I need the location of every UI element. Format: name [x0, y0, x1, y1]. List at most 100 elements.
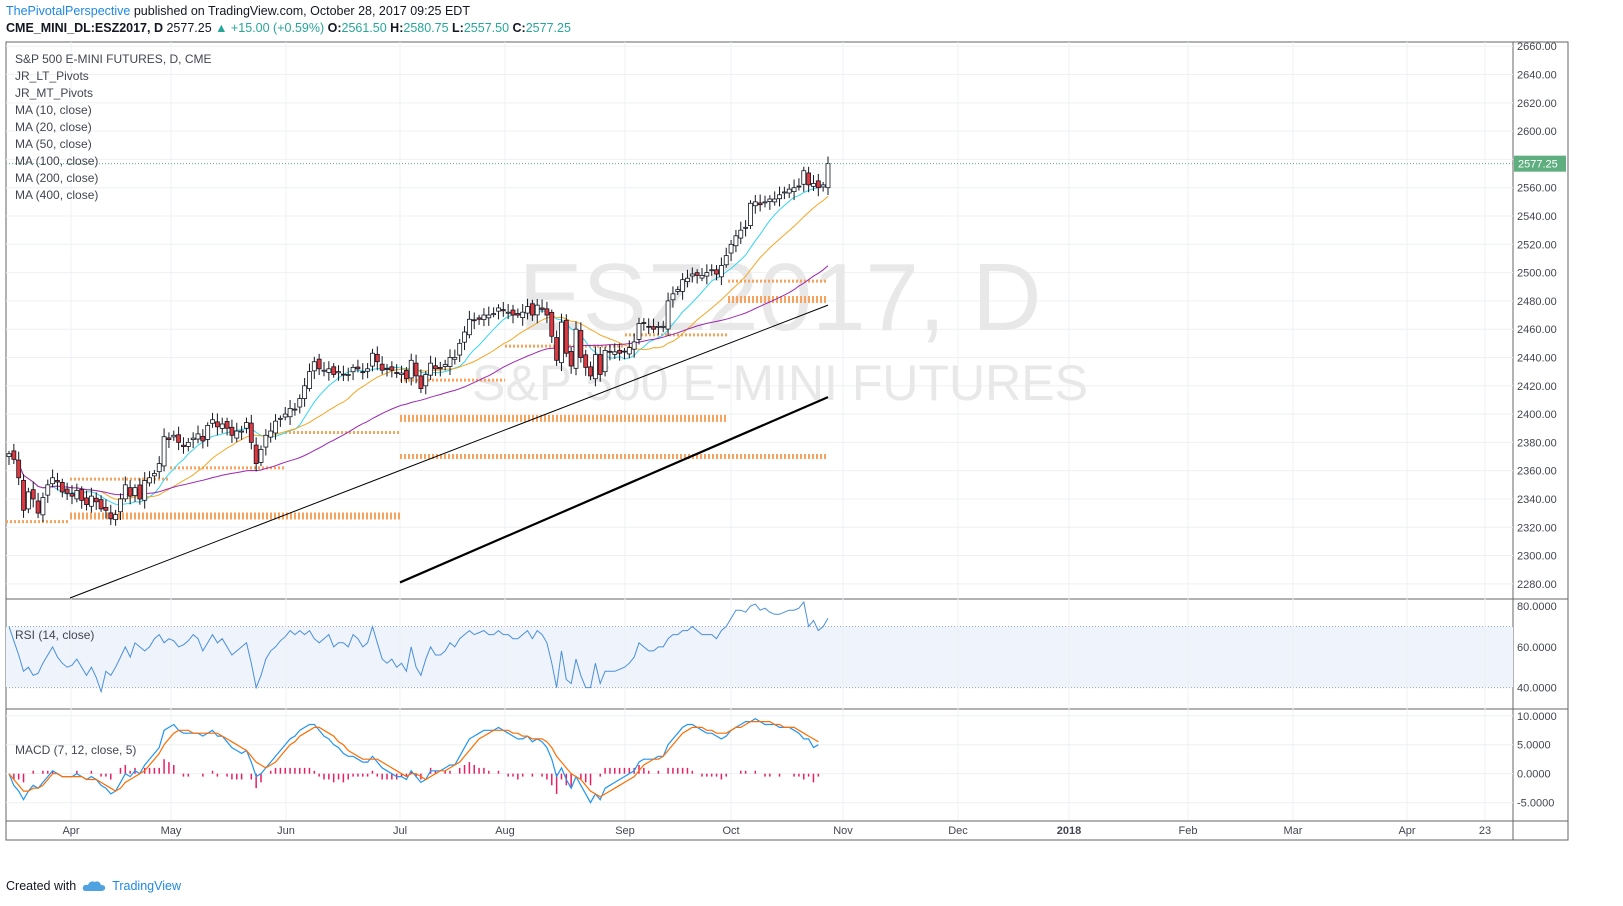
candle	[447, 357, 453, 367]
symbol-label: CME_MINI_DL:ESZ2017, D	[6, 21, 163, 35]
candle	[781, 191, 787, 194]
candle	[622, 350, 627, 353]
price-tick-label: 2400.00	[1517, 409, 1557, 421]
legend-item-ma20[interactable]: MA (20, close)	[15, 120, 92, 134]
candle	[239, 430, 245, 433]
candle	[321, 369, 327, 372]
candle	[578, 330, 584, 358]
low-value: 2557.50	[463, 21, 510, 35]
candle	[452, 357, 458, 360]
time-tick-label: Nov	[833, 825, 853, 837]
candle	[544, 308, 550, 316]
legend-item-ma10[interactable]: MA (10, close)	[15, 103, 92, 117]
macd-tick-label: 0.0000	[1517, 769, 1551, 781]
legend-item-ma400[interactable]: MA (400, close)	[15, 188, 99, 202]
candle	[311, 361, 317, 372]
candle	[704, 272, 710, 277]
candle	[25, 491, 31, 510]
rsi-legend[interactable]: RSI (14, close)	[15, 628, 95, 642]
time-tick-label: 23	[1479, 825, 1491, 837]
time-tick-label: May	[161, 825, 182, 837]
candle	[302, 385, 308, 399]
candle	[791, 187, 797, 193]
candle	[772, 198, 778, 203]
candle	[268, 430, 274, 438]
price-tick-label: 2320.00	[1517, 522, 1557, 534]
candle	[728, 243, 734, 254]
price-tick-label: 2420.00	[1517, 381, 1557, 393]
candle	[743, 226, 749, 229]
candle	[777, 194, 782, 200]
candle	[137, 484, 143, 500]
publish-info: ThePivotalPerspective published on Tradi…	[6, 3, 470, 19]
legend-item-ma100[interactable]: MA (100, close)	[15, 154, 99, 168]
rsi-tick-label: 60.0000	[1517, 642, 1557, 654]
candle	[379, 363, 385, 371]
candle	[709, 269, 715, 272]
candle	[655, 325, 661, 328]
candle	[670, 293, 676, 301]
chart-frame	[5, 41, 1569, 841]
price-tick-label: 2520.00	[1517, 239, 1557, 251]
legend-item-lt-pivots[interactable]: JR_LT_Pivots	[15, 69, 89, 83]
candle	[660, 325, 666, 328]
candle	[55, 480, 60, 483]
candle	[45, 484, 51, 496]
candle	[384, 368, 390, 370]
candle	[699, 275, 705, 279]
price-tick-label: 2300.00	[1517, 551, 1557, 563]
legend-item-mt-pivots[interactable]: JR_MT_Pivots	[15, 86, 94, 100]
candle	[534, 304, 540, 316]
candle	[234, 430, 240, 439]
legend-title: S&P 500 E-MINI FUTURES, D, CME	[15, 52, 212, 66]
open-value: 2561.50	[341, 21, 387, 35]
candle	[190, 437, 196, 441]
signal-line	[8, 721, 819, 798]
ma100-line	[69, 304, 829, 599]
candle	[500, 309, 506, 312]
candle	[282, 413, 288, 418]
candle	[583, 354, 589, 368]
candle	[316, 358, 322, 370]
candle	[214, 421, 220, 428]
candle	[108, 512, 114, 520]
candle	[820, 184, 826, 188]
candle	[40, 497, 46, 516]
candle	[457, 342, 463, 356]
legend-item-ma50[interactable]: MA (50, close)	[15, 137, 92, 151]
candle	[340, 373, 346, 376]
candle	[423, 374, 429, 387]
candle	[244, 422, 249, 429]
candle	[151, 473, 157, 477]
candle	[248, 422, 254, 443]
candle	[762, 201, 768, 204]
author-link[interactable]: ThePivotalPerspective	[6, 4, 131, 18]
macd-tick-label: 5.0000	[1517, 740, 1551, 752]
candle	[554, 337, 560, 361]
candle	[156, 463, 162, 473]
candle	[418, 375, 424, 390]
price-tick-label: 2460.00	[1517, 324, 1557, 336]
time-tick-label: 2018	[1057, 825, 1081, 837]
tradingview-link[interactable]: TradingView	[112, 879, 181, 893]
candle	[718, 265, 724, 278]
candle	[801, 170, 807, 185]
candle	[549, 311, 555, 337]
rsi-tick-label: 80.0000	[1517, 601, 1557, 613]
legend-item-ma200[interactable]: MA (200, close)	[15, 171, 99, 185]
candle	[171, 434, 177, 438]
time-tick-label: Mar	[1284, 825, 1303, 837]
candle	[442, 364, 448, 367]
candle	[825, 163, 831, 189]
candle	[510, 309, 516, 316]
candle	[365, 368, 371, 372]
candle	[122, 484, 128, 500]
high-label: H:	[390, 21, 404, 35]
candle	[665, 300, 671, 330]
candle	[127, 487, 133, 497]
tradingview-cloud-icon	[82, 881, 106, 891]
macd-legend[interactable]: MACD (7, 12, close, 5)	[15, 743, 137, 757]
close-value: 2577.25	[525, 21, 571, 35]
candle	[166, 437, 172, 440]
